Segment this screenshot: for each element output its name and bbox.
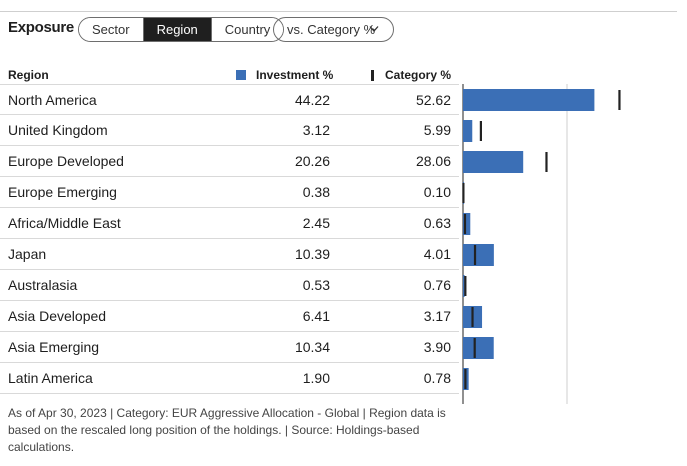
comparison-dropdown-label: vs. Category % [287,22,376,37]
column-header-region: Region [8,68,49,82]
category-value: 3.17 [423,308,451,324]
investment-bar [463,275,465,297]
investment-bar [463,151,524,173]
table-row: Latin America 1.90 0.78 [0,363,459,394]
investment-value: 6.41 [302,308,330,324]
x-tick-label: 70 [658,412,672,414]
table-row: Japan 10.39 4.01 [0,239,459,270]
table-row: United Kingdom 3.12 5.99 [0,115,459,146]
category-value: 3.90 [423,339,451,355]
tab-region[interactable]: Region [143,18,212,41]
category-tick [618,90,621,110]
category-tick [462,183,465,203]
tab-sector[interactable]: Sector [79,18,144,41]
region-name: Asia Developed [8,308,107,324]
category-tick [545,152,548,172]
category-tick [464,369,467,389]
investment-value: 3.12 [302,122,330,138]
category-value: 0.10 [423,184,451,200]
region-name: Latin America [8,370,93,386]
investment-value: 20.26 [294,153,330,169]
investment-value: 0.38 [302,184,330,200]
tab-country[interactable]: Country [211,18,284,41]
category-value: 52.62 [415,92,451,108]
investment-value: 10.39 [294,246,330,262]
region-name: North America [8,92,97,108]
category-value: 0.63 [423,215,451,231]
region-name: Asia Emerging [8,339,100,355]
column-header-category-label: Category % [385,68,452,82]
region-name: United Kingdom [8,122,108,138]
exposure-tab-group: Sector Region Country [78,17,285,42]
comparison-dropdown[interactable]: vs. Category % [273,17,394,42]
region-name: Japan [8,246,47,262]
category-value: 0.76 [423,277,451,293]
table-row: Asia Emerging 10.34 3.90 [0,332,459,363]
region-name: Australasia [8,277,78,293]
category-value: 28.06 [415,153,451,169]
exposure-title: Exposure [8,19,74,36]
x-tick-label: 0% [461,412,480,414]
category-value: 5.99 [423,122,451,138]
region-name: Europe Emerging [8,184,117,200]
column-header-category: Category % [371,68,451,82]
table-row: North America 44.22 52.62 [0,84,459,115]
investment-value: 10.34 [294,339,330,355]
region-bar-chart: 0% 35 70 [461,84,672,414]
category-tick [473,245,477,265]
region-name: Africa/Middle East [8,215,121,231]
chevron-down-icon [369,18,379,41]
table-row: Africa/Middle East 2.45 0.63 [0,208,459,239]
table-row: Europe Developed 20.26 28.06 [0,146,459,177]
table-row: Australasia 0.53 0.76 [0,270,459,301]
investment-bar [463,213,471,235]
region-table: North America 44.22 52.62 United Kingdom… [0,84,459,394]
investment-legend-swatch [236,70,246,80]
category-tick [479,121,482,141]
category-value: 4.01 [423,246,451,262]
investment-bar [463,337,494,359]
investment-value: 0.53 [302,277,330,293]
column-header-investment-label: Investment % [256,68,334,82]
investment-bar [463,120,473,142]
x-tick-label: 35 [560,412,574,414]
region-name: Europe Developed [8,153,124,169]
investment-bar [463,244,494,266]
investment-value: 44.22 [294,92,330,108]
category-tick [471,307,474,327]
category-tick [464,276,467,296]
table-row: Europe Emerging 0.38 0.10 [0,177,459,208]
table-row: Asia Developed 6.41 3.17 [0,301,459,332]
category-tick [463,214,467,234]
investment-value: 2.45 [302,215,330,231]
category-tick [473,338,476,358]
category-legend-marker [371,69,374,81]
column-header-investment: Investment % [236,68,333,82]
category-value: 0.78 [423,370,451,386]
investment-bar [463,89,595,111]
footnote: As of Apr 30, 2023 | Category: EUR Aggre… [8,406,446,454]
investment-value: 1.90 [302,370,330,386]
top-divider [0,11,677,12]
